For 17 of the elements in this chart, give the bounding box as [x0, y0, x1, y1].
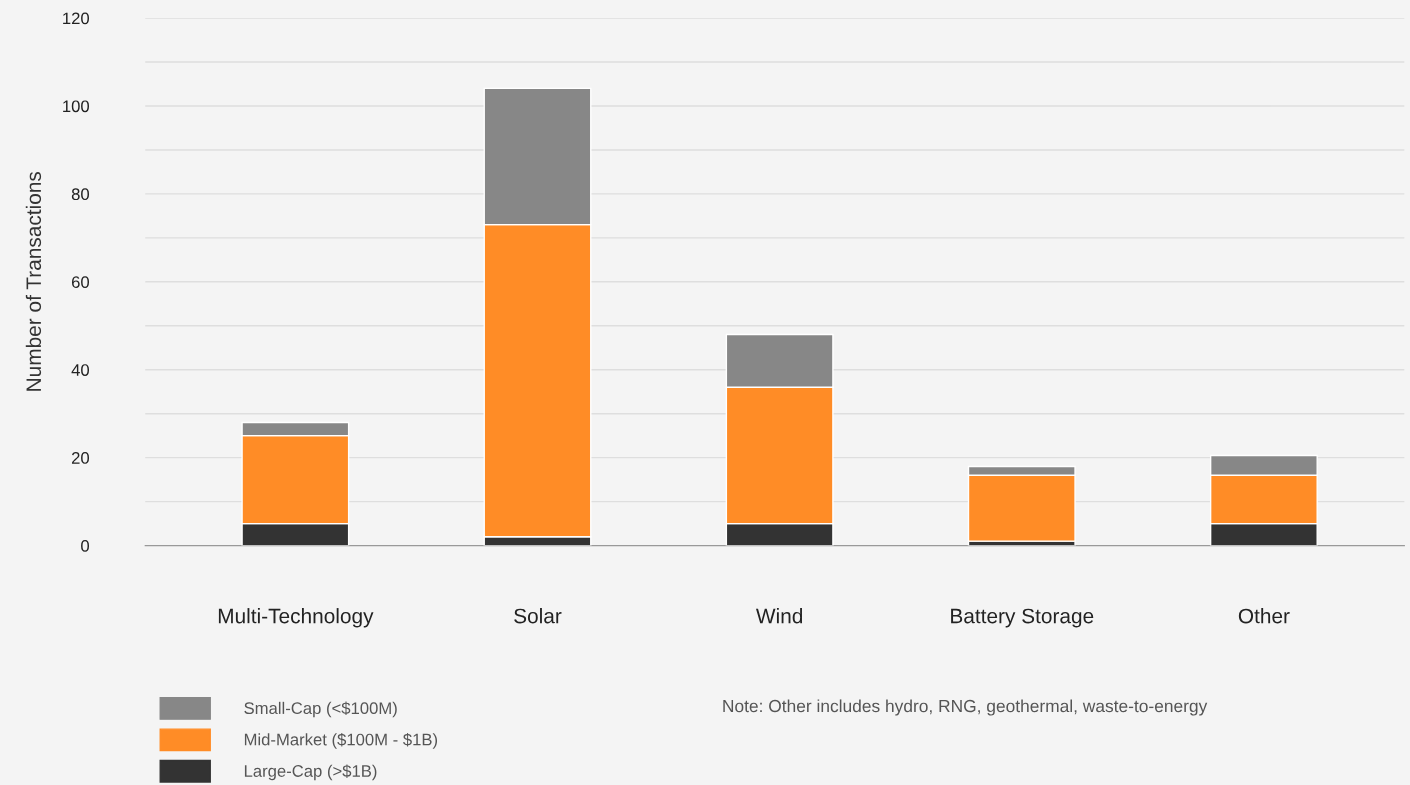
y-tick-label: 120 — [63, 12, 90, 25]
x-tick-label: Solar — [514, 608, 562, 624]
y-tick-label: 20 — [71, 452, 90, 464]
y-tick-label: 0 — [81, 539, 90, 552]
x-tick-label: Battery Storage — [951, 608, 1094, 628]
y-tick-label: 60 — [71, 276, 90, 289]
x-tick-label: Other — [1238, 608, 1290, 624]
text: Note: Other includes hydro, RNG, geothermal, waste-to-energy — [723, 699, 1208, 716]
legend-label: Small-Cap (<$100M) — [244, 701, 397, 718]
x-tick-label: Multi-Technology — [218, 608, 374, 628]
legend-label: Large-Cap (>$1B) — [244, 764, 377, 781]
x-tick-label: Wind — [756, 608, 803, 624]
y-tick-label: 80 — [71, 188, 90, 201]
y-axis-title: Number of Transactions — [25, 171, 42, 391]
y-tick-label: 100 — [63, 100, 90, 113]
y-tick-label: 40 — [71, 364, 90, 376]
legend-label: Mid-Market ($100M - $1B) — [244, 732, 438, 749]
